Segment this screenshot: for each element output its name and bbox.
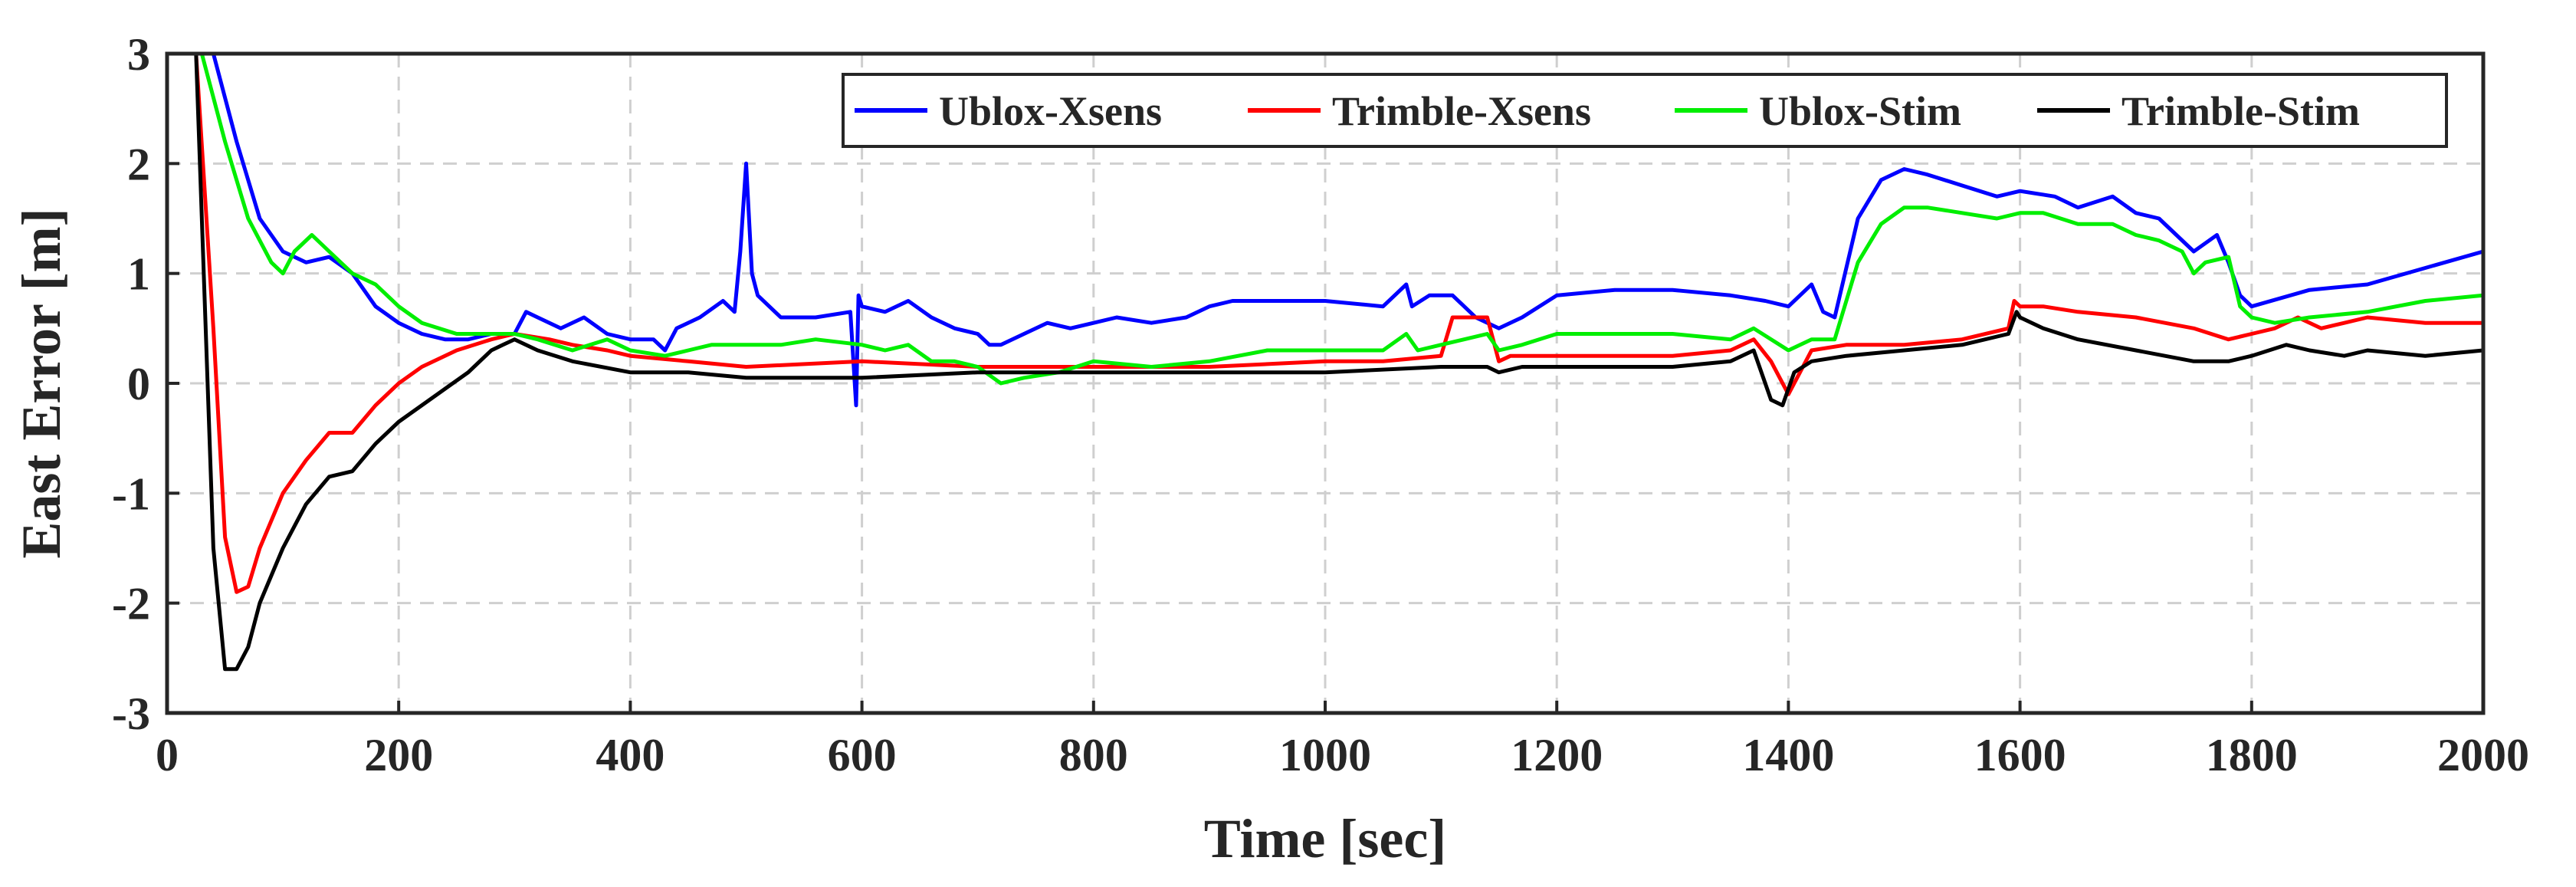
x-tick-label: 200 [364, 730, 433, 780]
legend-label: Trimble-Stim [2122, 88, 2360, 134]
y-tick-label: 3 [127, 29, 150, 80]
x-tick-label: 1800 [2206, 730, 2298, 780]
legend-label: Ublox-Xsens [939, 88, 1162, 134]
legend: Ublox-Xsens Trimble-Xsens Ublox-Stim Trimbl… [842, 73, 2448, 148]
x-tick-label: 800 [1059, 730, 1128, 780]
x-tick-label: 1200 [1511, 730, 1603, 780]
y-tick-label: 0 [127, 359, 150, 409]
legend-box [842, 73, 2448, 148]
plot-series [167, 54, 2483, 672]
y-tick-label: -3 [112, 688, 150, 739]
y-axis-label: East Error [m] [11, 208, 72, 558]
x-axis-label: Time [sec] [1204, 808, 1447, 869]
legend-label: Trimble-Xsens [1332, 88, 1591, 134]
y-tick-label: 2 [127, 139, 150, 189]
series-line-ublox-stim [167, 54, 2483, 386]
y-tick-label: 1 [127, 249, 150, 300]
series-line-ublox-xsens [167, 54, 2483, 408]
x-tick-label: 600 [828, 730, 897, 780]
series-line-trimble-xsens [167, 54, 2483, 594]
x-tick-label: 0 [156, 730, 179, 780]
x-tick-label: 1600 [1974, 730, 2066, 780]
y-tick-label: -2 [112, 579, 150, 629]
axis-ticks: 0 200 400 600 800 1000 1200 1400 1600 1800 2000 -3 -… [112, 29, 2529, 780]
series-line-trimble-stim [167, 54, 2483, 672]
y-tick-label: -1 [112, 468, 150, 519]
x-tick-label: 2000 [2437, 730, 2529, 780]
x-tick-label: 1400 [1742, 730, 1834, 780]
x-tick-label: 400 [596, 730, 665, 780]
legend-label: Ublox-Stim [1759, 88, 1961, 134]
x-tick-label: 1000 [1279, 730, 1371, 780]
